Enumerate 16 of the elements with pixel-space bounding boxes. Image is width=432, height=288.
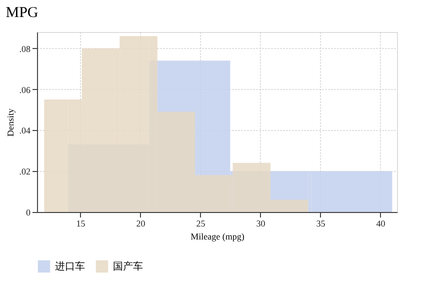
legend-label: 国产车 [113,260,143,272]
x-tick-label: 30 [256,218,266,228]
y-tick-label: .08 [19,44,31,54]
x-tick-label: 40 [376,218,386,228]
legend-label: 进口车 [55,260,85,272]
x-tick-label: 35 [316,218,326,228]
y-axis-title: Density [5,108,16,136]
y-tick-label: .02 [19,166,30,177]
x-tick-label: 15 [76,218,86,228]
x-axis-title: Mileage (mpg) [190,232,244,242]
y-tick-label: 0 [26,208,31,218]
x-tick-label: 20 [136,218,146,228]
x-tick-label: 25 [196,218,206,228]
y-tick-label: .04 [19,126,31,136]
chart-title: MPG [6,5,38,21]
y-tick-label: .06 [19,84,31,95]
